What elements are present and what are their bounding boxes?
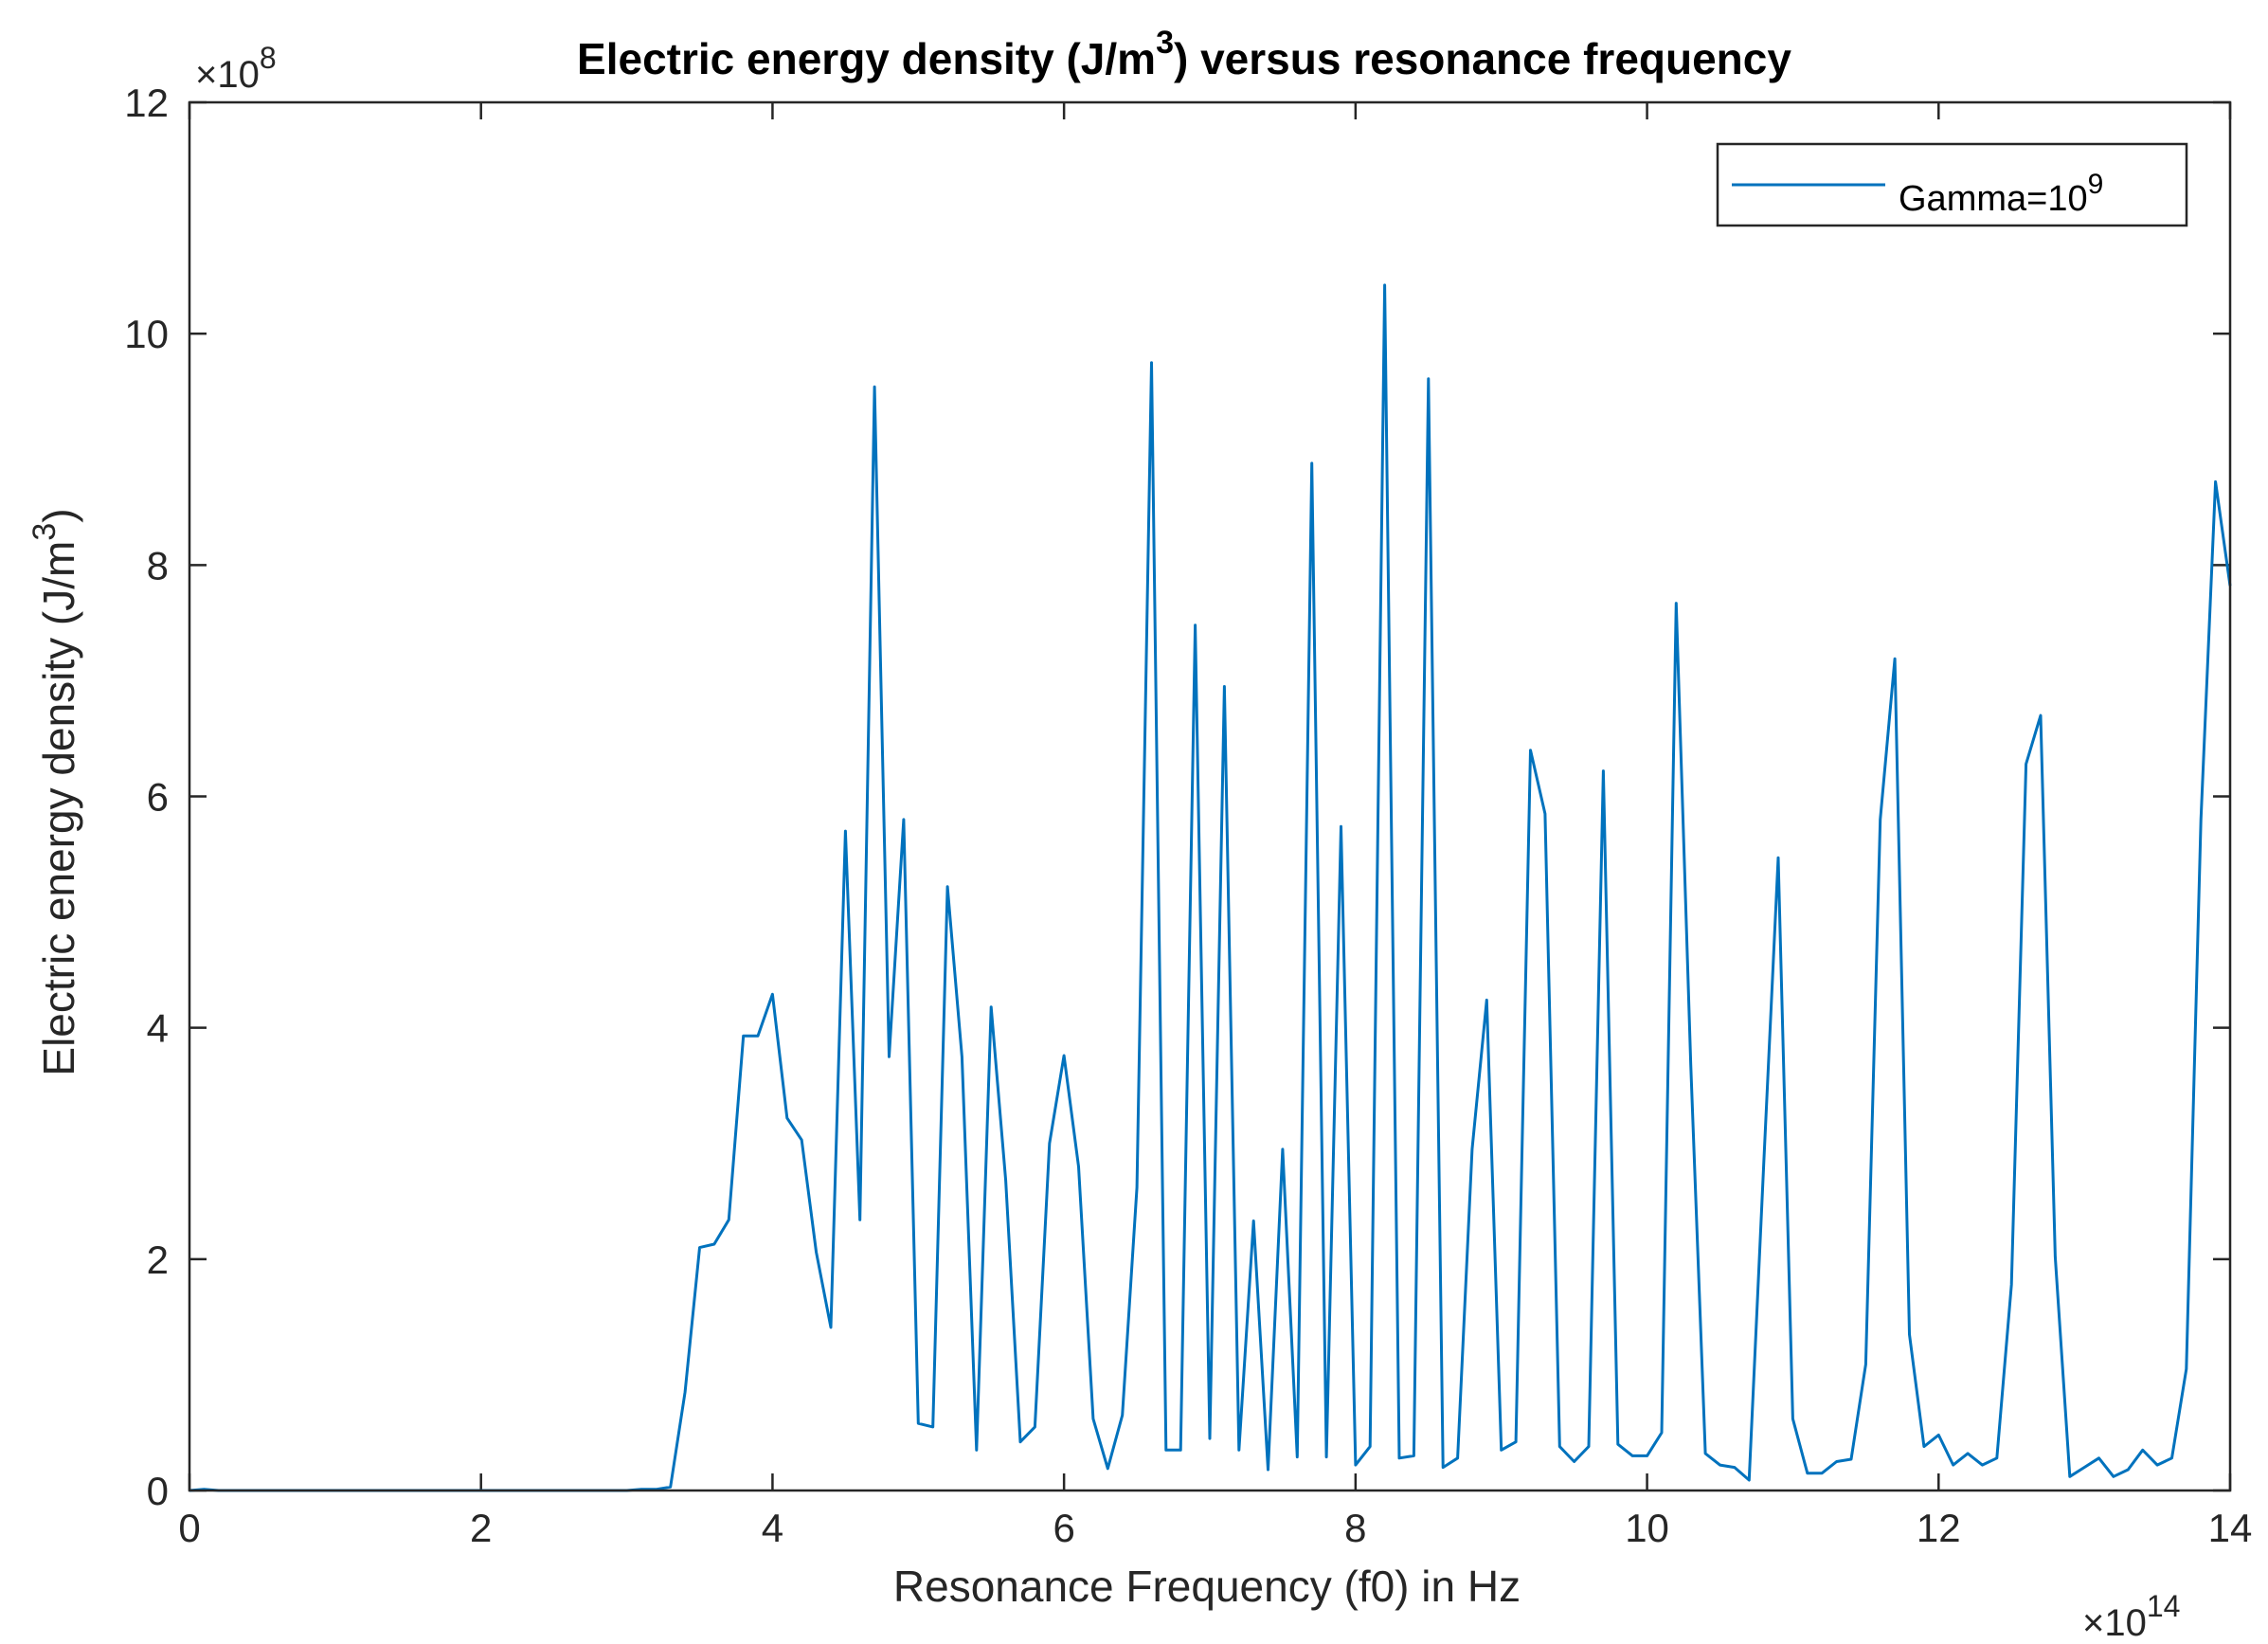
y-tick-label: 4 bbox=[147, 1006, 169, 1051]
y-tick-label: 12 bbox=[124, 81, 169, 125]
y-tick-label: 2 bbox=[147, 1238, 169, 1282]
y-tick-label: 8 bbox=[147, 543, 169, 587]
x-tick-label: 14 bbox=[2208, 1506, 2253, 1550]
axes-box bbox=[188, 100, 2232, 1492]
x-tick-label: 10 bbox=[1625, 1506, 1669, 1550]
x-tick-label: 0 bbox=[178, 1506, 200, 1550]
x-axis-label: Resonance Frequency (f0) in Hz bbox=[893, 1562, 1521, 1611]
y-axis-multiplier: ×108 bbox=[195, 41, 277, 96]
chart-title: Electric energy density (J/m3) versus re… bbox=[577, 25, 1791, 83]
x-tick-label: 6 bbox=[1053, 1506, 1074, 1550]
y-axis-label: Electric energy density (J/m3) bbox=[27, 508, 83, 1075]
x-tick-label: 2 bbox=[470, 1506, 492, 1550]
x-tick-label: 8 bbox=[1344, 1506, 1366, 1550]
legend-series-label: Gamma=109 bbox=[1899, 169, 2103, 219]
legend: Gamma=109 bbox=[1716, 142, 2188, 227]
ticks-layer: 0 2 4 6 8 10 12 14 0 2 4 6 8 10 12 bbox=[124, 81, 2252, 1550]
y-tick-label: 10 bbox=[124, 312, 169, 356]
y-tick-label: 0 bbox=[147, 1469, 169, 1513]
y-tick-label: 6 bbox=[147, 775, 169, 820]
x-axis-multiplier: ×1014 bbox=[2082, 1589, 2180, 1644]
x-tick-label: 12 bbox=[1917, 1506, 1961, 1550]
x-tick-label: 4 bbox=[762, 1506, 783, 1550]
